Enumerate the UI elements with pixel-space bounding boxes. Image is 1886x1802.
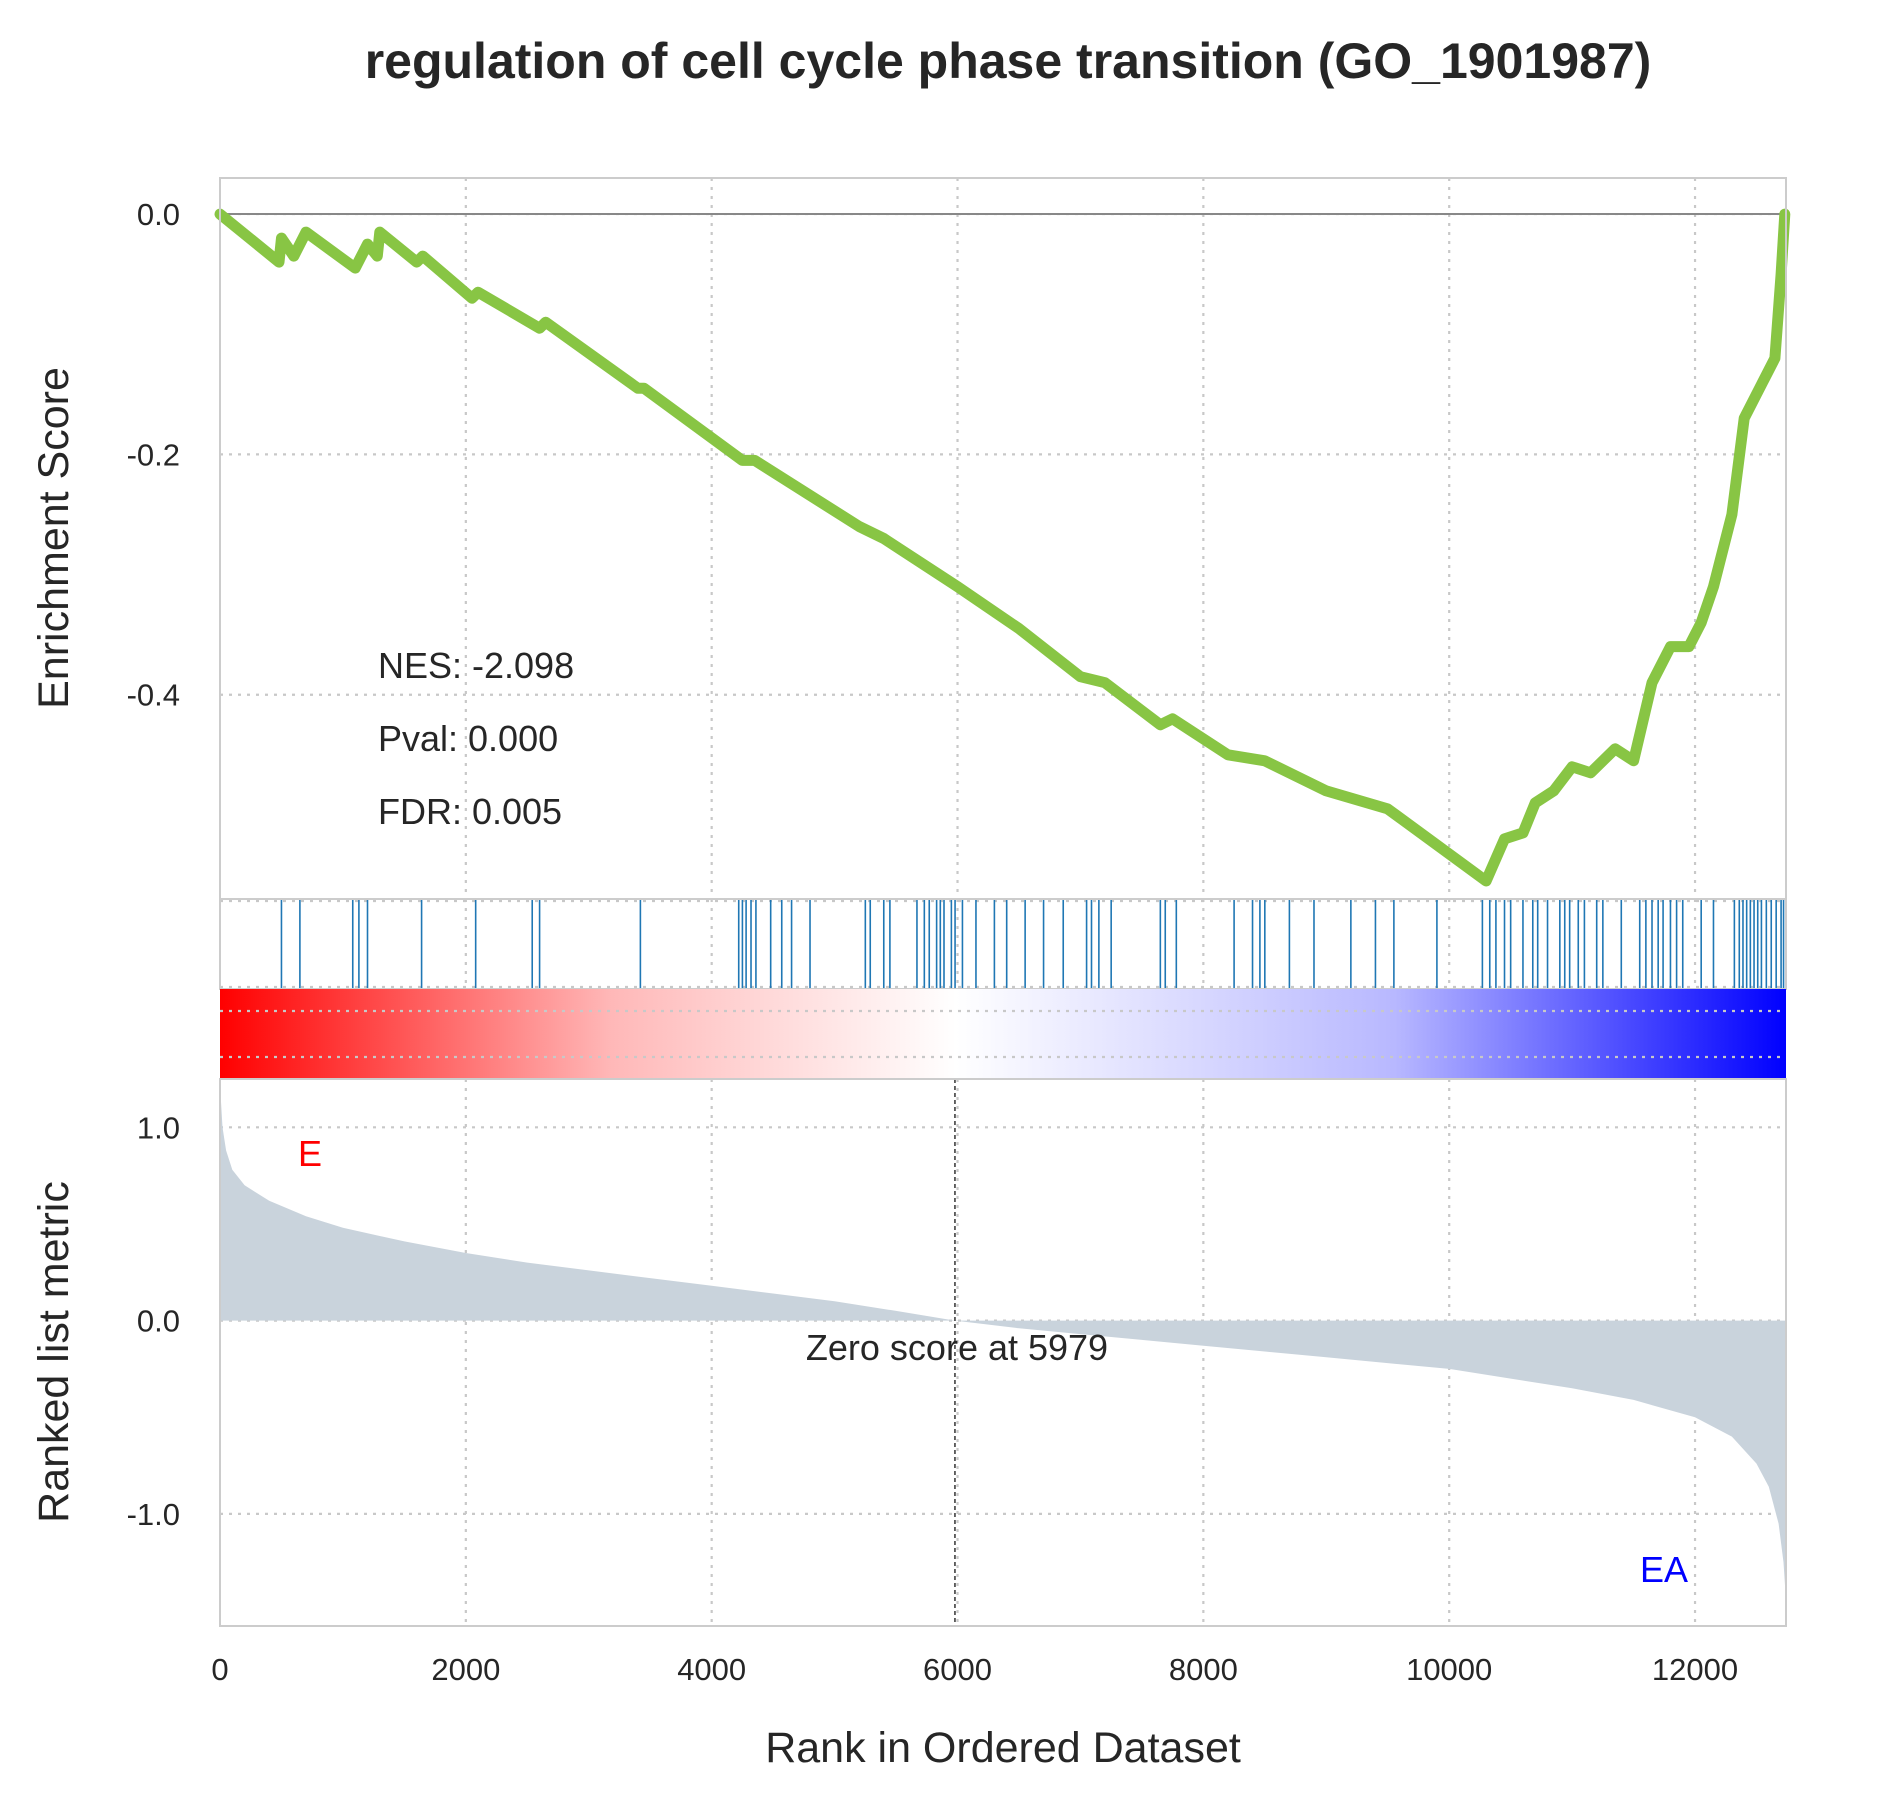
- ranked-metric-area: [220, 1084, 1786, 1601]
- metric-ylabel: Ranked list metric: [30, 1181, 78, 1523]
- es-ytick-label: -0.4: [127, 678, 180, 713]
- nes-label: NES: -2.098: [378, 645, 574, 686]
- metric-ytick-label: 0.0: [137, 1304, 180, 1339]
- enrichment-ylabel: Enrichment Score: [30, 367, 78, 709]
- x-tick-label: 12000: [1652, 1652, 1738, 1687]
- enrichment-score-line: [214, 208, 1791, 887]
- x-tick-label: 0: [211, 1652, 228, 1687]
- x-tick-label: 4000: [677, 1652, 746, 1687]
- x-tick-label: 2000: [431, 1652, 500, 1687]
- es-ytick-label: 0.0: [137, 197, 180, 232]
- metric-ytick-label: -1.0: [127, 1497, 180, 1532]
- enrichment-panel: 0.0 -0.2 -0.4 Enrichment Score NES: -2.098…: [30, 177, 1791, 900]
- metric-frame: [219, 1078, 1787, 1627]
- es-ytick-label: -0.2: [127, 437, 180, 472]
- hits-frame: [219, 898, 1787, 990]
- negative-phenotype-label: EA: [1640, 1549, 1688, 1590]
- x-tick-label: 6000: [923, 1652, 992, 1687]
- hits-grid: [220, 899, 1786, 989]
- heat-bar: [220, 989, 1786, 1079]
- fdr-label: FDR: 0.005: [378, 791, 562, 832]
- metric-ytick-label: 1.0: [137, 1110, 180, 1145]
- x-tick-label: 10000: [1406, 1652, 1492, 1687]
- x-tick-label: 8000: [1169, 1652, 1238, 1687]
- positive-phenotype-label: E: [298, 1133, 322, 1174]
- x-axis-ticks: 0 2000 4000 6000 8000 10000 12000: [211, 1652, 1738, 1687]
- enrichment-yticks: 0.0 -0.2 -0.4: [127, 197, 180, 713]
- metric-panel: 1.0 0.0 -1.0 Zero score at 5979 E EA Ranke…: [30, 1078, 1787, 1627]
- chart-title: regulation of cell cycle phase transitio…: [365, 33, 1652, 89]
- hits-panel: [219, 898, 1787, 990]
- heat-bar-panel: [220, 989, 1786, 1079]
- x-axis-label: Rank in Ordered Dataset: [765, 1724, 1241, 1772]
- heat-grid: [220, 1009, 1786, 1059]
- hit-lines: [280, 899, 1785, 989]
- pval-label: Pval: 0.000: [378, 718, 558, 759]
- metric-yticks: 1.0 0.0 -1.0: [127, 1110, 180, 1532]
- zero-score-label: Zero score at 5979: [806, 1327, 1108, 1368]
